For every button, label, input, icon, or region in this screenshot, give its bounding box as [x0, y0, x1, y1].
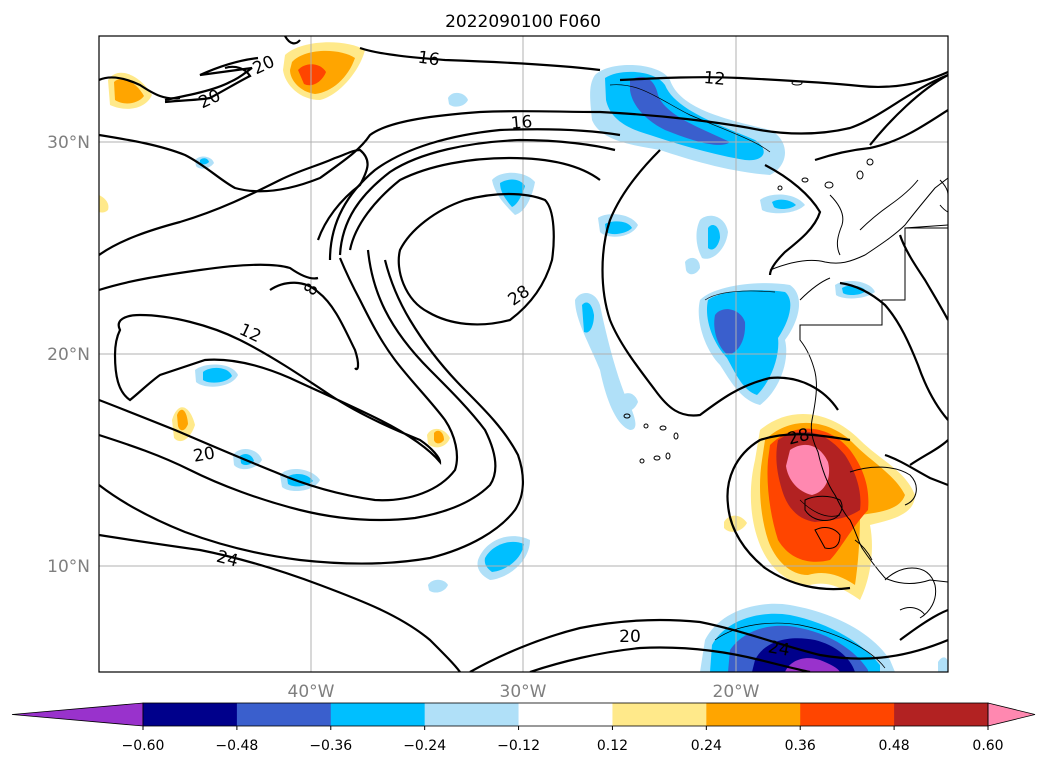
contour-20-north: [284, 36, 301, 45]
shade-west-orange: [177, 409, 188, 431]
colorbar-cell: [894, 703, 989, 726]
shade-lt-13: [620, 393, 638, 412]
contour-label: 16: [417, 48, 441, 71]
contour-24-e: [884, 453, 948, 487]
contour-12-top: [619, 70, 948, 88]
shade-lt-7c: [772, 199, 796, 210]
shade-lt-2c: [605, 221, 632, 235]
lon-tick-label: 40°W: [288, 682, 335, 702]
colorbar-tick-label: 0.60: [972, 738, 1003, 754]
colorbar-tick-label: −0.12: [497, 738, 540, 754]
islands: [623, 80, 874, 464]
contour-16-north: [359, 46, 601, 72]
contour-label: 20: [192, 443, 217, 466]
contour-8: [269, 281, 360, 371]
contour-12-east: [869, 74, 948, 146]
contour-20-c: [338, 138, 616, 256]
colorbar-tick-label: 0.48: [879, 738, 910, 754]
shade-east-blue: [714, 309, 746, 355]
contour-24-south: [529, 646, 811, 672]
colorbar-cell: [800, 703, 895, 726]
shade-edge-yellow: [99, 195, 109, 213]
coastlines: [769, 177, 948, 619]
colorbar-tick-label: 0.24: [691, 738, 722, 754]
lat-tick-label: 20°N: [47, 345, 90, 365]
contour-south-east: [899, 608, 948, 641]
contour-east-arc2: [898, 234, 948, 321]
colorbar-tick-label: −0.24: [403, 738, 446, 754]
contour-label: 16: [510, 112, 533, 134]
shade-far-nw-orange: [114, 78, 144, 104]
shade-lt-14: [938, 657, 948, 672]
colorbar-cell: [612, 703, 707, 726]
lat-tick-label: 10°N: [47, 557, 90, 577]
lon-tick-label: 20°W: [713, 682, 760, 702]
contour-label: 12: [703, 68, 726, 90]
contour-label: 24: [766, 637, 791, 660]
colorbar-extend-high: [987, 702, 1036, 727]
contour-20-nw2: [164, 65, 252, 104]
shade-lt-11: [428, 579, 448, 593]
contour-24-mid: [99, 263, 319, 292]
contour-12-loop: [113, 313, 442, 466]
lat-tick-labels: 30°N 20°N 10°N: [47, 133, 90, 577]
shade-ne-blue: [630, 76, 730, 145]
contour-16-loop: [99, 73, 948, 193]
gridlines: [99, 36, 948, 672]
shade-lt-4c: [203, 367, 232, 383]
colorbar-cell: [143, 703, 238, 726]
colorbar-tick-label: −0.60: [122, 738, 165, 754]
shade-lt-12: [685, 257, 700, 275]
contour-28: [397, 192, 555, 326]
colorbar-tick-label: 0.12: [597, 738, 628, 754]
contour-16-nw: [99, 76, 181, 100]
contour-16-c: [328, 128, 621, 261]
shade-lt-10c: [200, 158, 209, 165]
positive-shading: [99, 42, 915, 600]
shade-ring-pink: [786, 444, 830, 495]
contour-20-e2: [764, 164, 822, 276]
colorbar-tick-label: 0.36: [785, 738, 816, 754]
colorbar-cell: [706, 703, 801, 726]
lat-tick-label: 30°N: [47, 133, 90, 153]
contour-20-sw: [99, 249, 497, 521]
colorbar-cells: [11, 702, 1036, 727]
colorbar-cell: [424, 703, 520, 726]
colorbar-frame: [142, 702, 989, 727]
shade-nw-red: [298, 64, 326, 86]
contour-24-bottom: [99, 533, 461, 672]
colorbar-extend-low: [11, 702, 144, 727]
colorbar-tick-label: −0.48: [215, 738, 258, 754]
colorbar-cell: [330, 703, 426, 726]
colorbar: −0.60 −0.48 −0.36 −0.24 −0.12 0.12 0.24 0.36 0.4…: [11, 702, 1036, 754]
contours: [99, 36, 948, 672]
contour-24-c: [348, 156, 601, 251]
lon-tick-label: 30°W: [500, 682, 547, 702]
contour-24-east: [814, 109, 948, 162]
contour-20-east: [601, 149, 839, 417]
colorbar-cell: [518, 703, 613, 726]
colorbar-tick-label: −0.36: [309, 738, 352, 754]
contour-20-south: [469, 618, 948, 672]
contour-20-e3: [909, 439, 948, 466]
shade-mid-cyan: [484, 541, 524, 572]
shade-lt-3c: [708, 225, 720, 250]
contour-24-sw: [99, 259, 524, 565]
contour-12-west: [99, 257, 459, 502]
contour-east-arc: [839, 281, 948, 421]
lon-tick-labels: 40°W 30°W 20°W: [288, 682, 760, 702]
map-title: 2022090100 F060: [445, 12, 601, 32]
shade-lt-9: [448, 92, 468, 107]
shade-lt-1c: [582, 302, 594, 333]
colorbar-ticks: −0.60 −0.48 −0.36 −0.24 −0.12 0.12 0.24 0.36 0.4…: [122, 726, 1004, 754]
map-panel: 16 20 20 12 16 28 8 12 20 24 28 20 24 30…: [47, 35, 949, 702]
colorbar-cell: [236, 703, 332, 726]
shade-mid-orange: [434, 430, 444, 444]
contour-28-e: [726, 433, 851, 591]
map-frame: [98, 35, 949, 673]
contour-20-nw: [164, 56, 259, 102]
contour-label: 20: [619, 627, 641, 647]
shade-outlines: [609, 84, 886, 669]
